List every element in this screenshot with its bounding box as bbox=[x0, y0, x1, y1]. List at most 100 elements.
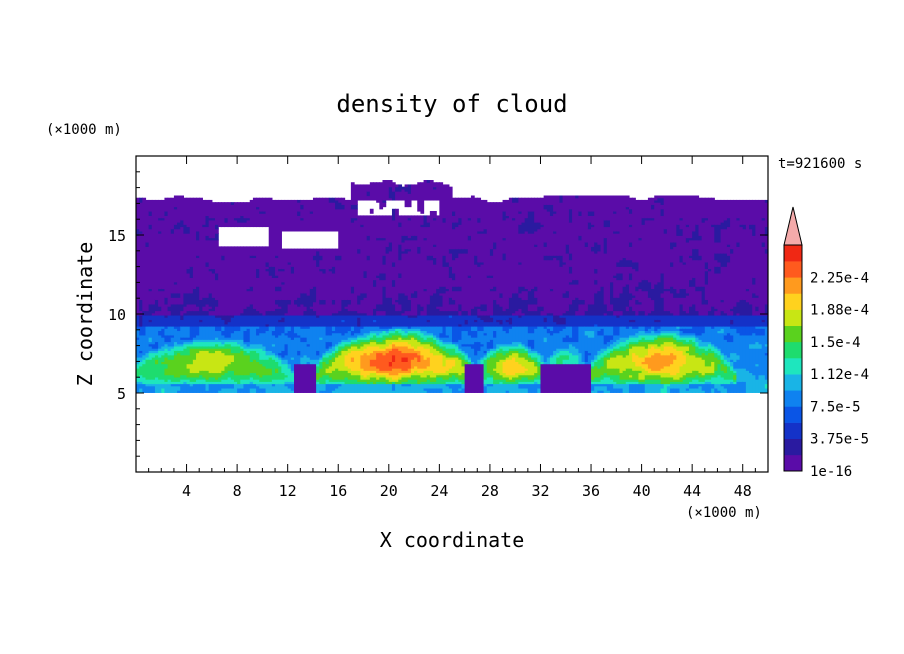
density-cell bbox=[568, 352, 573, 365]
density-cell bbox=[167, 383, 172, 393]
density-cell bbox=[215, 317, 219, 327]
density-cell bbox=[136, 337, 140, 340]
density-cell bbox=[224, 339, 229, 343]
density-cell bbox=[256, 310, 260, 316]
density-cell bbox=[689, 354, 693, 374]
density-cell bbox=[505, 359, 510, 376]
density-cell bbox=[240, 348, 245, 351]
density-cell bbox=[376, 310, 380, 316]
density-cell bbox=[439, 372, 444, 376]
density-cell bbox=[689, 334, 693, 338]
density-cell bbox=[556, 323, 561, 327]
density-cell bbox=[489, 288, 494, 292]
density-cell bbox=[183, 339, 188, 343]
density-cell bbox=[632, 352, 636, 362]
density-cell bbox=[237, 222, 241, 228]
density-cell bbox=[723, 379, 728, 385]
density-cell bbox=[670, 337, 674, 343]
density-cell bbox=[600, 379, 605, 385]
density-cell bbox=[562, 363, 567, 393]
density-cell bbox=[663, 288, 668, 292]
density-cell bbox=[290, 339, 295, 358]
density-cell bbox=[180, 326, 184, 338]
density-cell bbox=[325, 374, 330, 380]
density-cell bbox=[666, 330, 671, 334]
density-cell bbox=[354, 343, 358, 347]
density-cell bbox=[568, 222, 573, 254]
density-cell bbox=[158, 288, 162, 292]
density-cell bbox=[259, 213, 263, 228]
density-cell bbox=[215, 383, 219, 393]
density-cell bbox=[259, 376, 263, 382]
density-cell bbox=[546, 259, 551, 314]
density-cell bbox=[600, 334, 605, 349]
density-cell bbox=[673, 379, 677, 382]
density-cell bbox=[632, 337, 636, 343]
density-cell bbox=[366, 184, 371, 192]
density-cell bbox=[360, 334, 365, 338]
density-cell bbox=[559, 314, 564, 318]
density-cell bbox=[704, 270, 709, 285]
density-cell bbox=[647, 356, 652, 369]
density-cell bbox=[312, 248, 317, 256]
density-cell bbox=[685, 334, 690, 338]
density-cell bbox=[502, 372, 507, 378]
density-cell bbox=[657, 197, 662, 203]
density-cell bbox=[189, 376, 194, 382]
density-cell bbox=[644, 314, 649, 327]
density-cell bbox=[489, 376, 494, 385]
density-cell bbox=[647, 368, 652, 374]
density-cell bbox=[350, 204, 355, 210]
density-cell bbox=[673, 314, 677, 327]
density-cell bbox=[335, 345, 339, 351]
density-cell bbox=[433, 376, 437, 382]
density-cell bbox=[366, 195, 371, 201]
density-cell bbox=[240, 246, 245, 314]
density-cell bbox=[382, 328, 387, 332]
density-cell bbox=[518, 374, 523, 380]
density-cell bbox=[689, 343, 693, 356]
colorbar-tick-label: 7.5e-5 bbox=[810, 399, 861, 415]
density-cell bbox=[192, 310, 197, 316]
density-cell bbox=[407, 248, 412, 252]
density-cell bbox=[755, 310, 760, 316]
density-cell bbox=[429, 337, 434, 343]
density-cell bbox=[252, 350, 257, 360]
density-cell bbox=[170, 303, 175, 316]
density-cell bbox=[202, 224, 207, 228]
density-cell bbox=[562, 261, 567, 265]
density-cell bbox=[398, 376, 403, 380]
density-cell bbox=[275, 383, 279, 393]
density-cell bbox=[502, 210, 507, 221]
density-cell bbox=[733, 199, 737, 307]
density-cell bbox=[268, 368, 273, 376]
density-cell bbox=[508, 297, 513, 316]
density-cell bbox=[433, 210, 437, 219]
density-cell bbox=[635, 286, 640, 292]
density-cell bbox=[553, 332, 557, 351]
density-cell bbox=[341, 334, 346, 340]
density-cell bbox=[505, 308, 510, 316]
density-cell bbox=[404, 385, 409, 393]
density-cell bbox=[670, 312, 674, 316]
density-cell bbox=[711, 372, 715, 376]
density-cell bbox=[183, 326, 188, 338]
colorbar-tick-label: 1.88e-4 bbox=[810, 303, 869, 319]
density-cell bbox=[401, 337, 406, 340]
density-cell bbox=[477, 341, 482, 351]
density-cell bbox=[192, 376, 197, 382]
density-cell bbox=[221, 374, 226, 380]
density-cell bbox=[578, 299, 583, 305]
density-cell bbox=[723, 199, 728, 221]
density-cell bbox=[252, 257, 257, 309]
density-cell bbox=[161, 387, 166, 393]
density-cell bbox=[543, 361, 548, 365]
chart-title: density of cloud bbox=[336, 90, 567, 118]
density-cell bbox=[360, 326, 365, 329]
density-cell bbox=[515, 350, 519, 354]
density-cell bbox=[679, 337, 684, 340]
density-cell bbox=[338, 310, 342, 316]
density-cell bbox=[720, 299, 725, 303]
density-cell bbox=[679, 350, 684, 367]
density-cell bbox=[666, 314, 671, 327]
